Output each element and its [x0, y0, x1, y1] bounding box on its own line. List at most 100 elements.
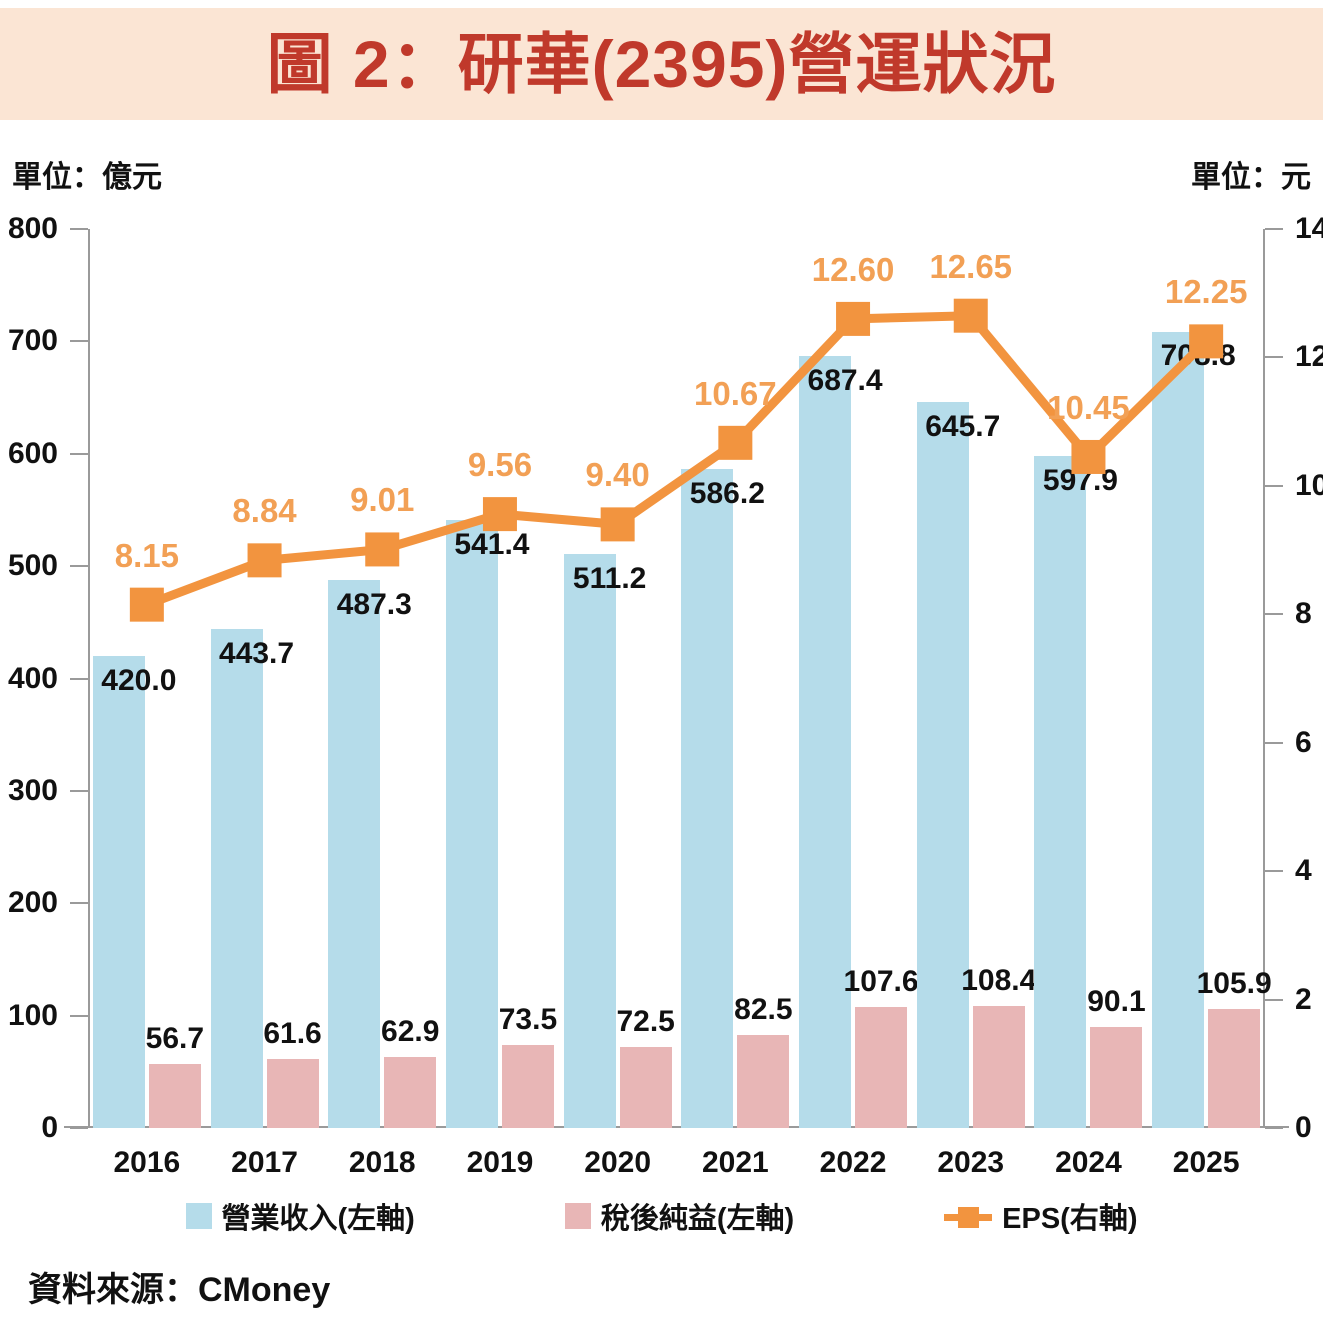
right-axis-tick-label: 8 [1295, 597, 1312, 631]
legend-label: 營業收入(左軸) [221, 1203, 415, 1235]
eps-value-label: 8.84 [232, 492, 297, 530]
x-axis-category-label: 2025 [1172, 1146, 1240, 1179]
left-axis-tick-label: 400 [7, 661, 58, 695]
revenue-bar[interactable] [681, 469, 734, 1128]
x-axis-category-label: 2023 [937, 1146, 1005, 1179]
eps-marker[interactable] [600, 507, 635, 542]
net-profit-bar[interactable] [619, 1046, 672, 1128]
left-axis-tick [70, 565, 88, 568]
revenue-value-label: 645.7 [925, 410, 1001, 444]
net-profit-bar[interactable] [266, 1058, 319, 1128]
left-axis-tick [70, 789, 88, 792]
right-axis-tick-label: 2 [1295, 982, 1312, 1016]
eps-marker[interactable] [482, 497, 517, 532]
left-axis-tick-label: 100 [7, 998, 58, 1032]
net-profit-value-label: 61.6 [263, 1016, 322, 1050]
revenue-bar[interactable] [328, 580, 381, 1128]
eps-value-label: 12.60 [811, 250, 895, 288]
x-axis-category-label: 2017 [231, 1146, 298, 1179]
right-axis-tick [1265, 484, 1283, 487]
right-axis-tick-label: 4 [1295, 854, 1312, 888]
right-axis-tick [1265, 613, 1283, 616]
right-axis-tick-label: 10 [1295, 468, 1323, 502]
right-axis-tick-label: 6 [1295, 725, 1312, 759]
right-axis-line [1263, 229, 1265, 1128]
legend-label: 稅後純益(左軸) [600, 1203, 795, 1235]
net-profit-value-label: 105.9 [1196, 966, 1272, 1000]
eps-value-label: 12.65 [929, 247, 1013, 285]
legend-item-3[interactable]: EPS(右軸) [944, 1195, 1138, 1237]
net-profit-value-label: 107.6 [843, 965, 919, 999]
net-profit-bar[interactable] [148, 1064, 201, 1128]
revenue-bar[interactable] [563, 553, 616, 1128]
revenue-bar[interactable] [916, 402, 969, 1128]
title-banner: 圖 2：研華(2395)營運狀況 [0, 8, 1323, 120]
net-profit-bar[interactable] [1208, 1009, 1261, 1128]
left-axis-tick [70, 228, 88, 230]
right-axis-tick [1265, 998, 1283, 1001]
revenue-bar[interactable] [1034, 456, 1087, 1128]
right-axis-tick [1265, 870, 1283, 873]
net-profit-bar[interactable] [1090, 1026, 1143, 1128]
legend-item-1[interactable]: 營業收入(左軸) [185, 1195, 415, 1237]
x-axis-category-label: 2024 [1055, 1146, 1122, 1179]
eps-value-label: 10.45 [1047, 388, 1130, 426]
left-axis-tick-label: 600 [7, 436, 58, 470]
right-axis-unit-label: 單位：元 [1191, 161, 1311, 194]
revenue-bar[interactable] [445, 519, 498, 1128]
left-axis-tick [70, 902, 88, 905]
eps-marker[interactable] [1071, 439, 1106, 474]
eps-marker[interactable] [1189, 324, 1224, 359]
revenue-value-label: 487.3 [336, 588, 412, 622]
x-axis-category-label: 2021 [701, 1146, 769, 1179]
x-axis-category-label: 2016 [113, 1146, 181, 1179]
left-axis-tick [70, 340, 88, 343]
net-profit-bar[interactable] [384, 1057, 437, 1128]
eps-marker[interactable] [953, 298, 988, 333]
x-axis-category-label: 2018 [348, 1146, 416, 1179]
eps-marker[interactable] [365, 532, 400, 567]
right-axis-tick [1265, 228, 1283, 230]
left-axis-tick-label: 500 [7, 549, 58, 583]
net-profit-bar[interactable] [855, 1007, 908, 1128]
left-axis-tick-label: 200 [7, 886, 58, 920]
chart-legend: 營業收入(左軸) 稅後純益(左軸) EPS(右軸) [0, 1195, 1323, 1237]
legend-swatch-icon [185, 1203, 212, 1229]
eps-marker[interactable] [247, 543, 282, 578]
left-axis-tick [70, 452, 88, 455]
net-profit-bar[interactable] [501, 1045, 554, 1128]
x-axis-category-label: 2020 [584, 1146, 652, 1179]
net-profit-value-label: 72.5 [616, 1004, 675, 1038]
page-title: 圖 2：研華(2395)營運狀況 [266, 27, 1057, 101]
revenue-bar[interactable] [92, 656, 145, 1128]
legend-swatch-icon [564, 1203, 591, 1229]
net-profit-bar[interactable] [737, 1035, 790, 1128]
revenue-bar[interactable] [210, 629, 263, 1128]
eps-marker[interactable] [718, 425, 753, 460]
left-axis-tick-label: 800 [7, 212, 58, 245]
net-profit-value-label: 108.4 [961, 964, 1037, 998]
net-profit-value-label: 62.9 [381, 1015, 440, 1049]
revenue-value-label: 687.4 [807, 363, 883, 397]
eps-marker[interactable] [836, 301, 871, 336]
eps-value-label: 10.67 [694, 374, 777, 412]
revenue-value-label: 420.0 [101, 664, 177, 698]
x-axis-category-label: 2022 [819, 1146, 887, 1179]
revenue-value-label: 586.2 [689, 477, 765, 511]
revenue-bar[interactable] [799, 355, 852, 1128]
right-axis-tick [1265, 741, 1283, 744]
net-profit-bar[interactable] [972, 1006, 1025, 1128]
left-axis-line [88, 229, 90, 1128]
revenue-bar[interactable] [1152, 331, 1205, 1128]
eps-value-label: 8.15 [114, 536, 179, 574]
left-axis-unit-label: 單位：億元 [12, 161, 162, 194]
net-profit-value-label: 73.5 [498, 1003, 558, 1037]
eps-value-label: 12.25 [1164, 273, 1248, 311]
revenue-value-label: 541.4 [454, 527, 530, 561]
eps-marker[interactable] [129, 587, 164, 622]
right-axis-tick [1265, 1127, 1283, 1129]
left-axis-tick-label: 700 [7, 324, 58, 358]
eps-polyline [145, 311, 1210, 609]
legend-item-2[interactable]: 稅後純益(左軸) [564, 1195, 795, 1237]
right-axis-tick-label: 12 [1295, 340, 1323, 374]
